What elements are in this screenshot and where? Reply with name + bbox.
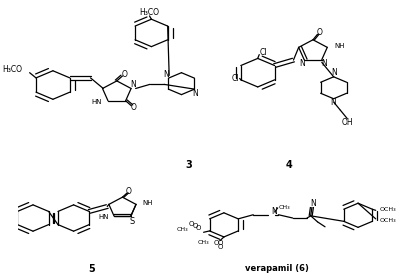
- Text: O: O: [316, 29, 322, 37]
- Text: O: O: [125, 187, 131, 196]
- Text: Cl: Cl: [232, 74, 239, 83]
- Text: 4: 4: [285, 160, 292, 170]
- Text: OH: OH: [342, 118, 354, 127]
- Text: CH₃: CH₃: [177, 227, 188, 232]
- Text: N: N: [271, 207, 277, 217]
- Text: HN: HN: [98, 214, 108, 220]
- Text: O: O: [218, 243, 223, 250]
- Text: CH₃: CH₃: [198, 240, 209, 245]
- Text: O: O: [214, 240, 219, 246]
- Text: S: S: [129, 217, 134, 226]
- Text: H₃CO: H₃CO: [140, 8, 160, 17]
- Text: H₃CO: H₃CO: [2, 65, 22, 75]
- Text: O: O: [218, 240, 223, 246]
- Text: N: N: [310, 199, 316, 208]
- Text: O: O: [130, 102, 136, 112]
- Text: NH: NH: [142, 200, 153, 206]
- Text: HN: HN: [92, 99, 102, 105]
- Text: Cl: Cl: [260, 48, 267, 57]
- Text: N: N: [164, 70, 170, 79]
- Text: OCH₃: OCH₃: [380, 218, 396, 223]
- Text: O: O: [189, 220, 194, 227]
- Text: O: O: [121, 70, 127, 79]
- Text: N: N: [330, 98, 336, 107]
- Text: N: N: [130, 80, 136, 89]
- Text: CH₃: CH₃: [278, 204, 290, 210]
- Text: NH: NH: [334, 43, 344, 49]
- Text: verapamil (6): verapamil (6): [245, 264, 309, 273]
- Text: 3: 3: [186, 160, 192, 170]
- Text: O: O: [195, 225, 201, 231]
- Text: 5: 5: [88, 264, 95, 274]
- Text: N: N: [332, 68, 337, 77]
- Text: N: N: [321, 59, 326, 68]
- Text: N: N: [192, 89, 198, 98]
- Text: O: O: [193, 223, 198, 229]
- Text: OCH₃: OCH₃: [380, 207, 396, 212]
- Text: N: N: [299, 59, 305, 68]
